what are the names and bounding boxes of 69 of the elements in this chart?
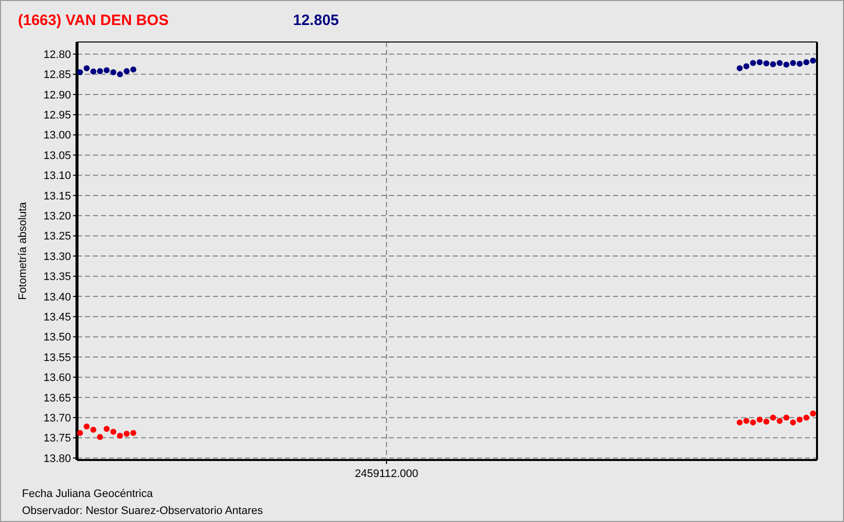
y-tick-label: 13.25 <box>43 230 71 243</box>
y-tick-label: 12.90 <box>43 89 71 102</box>
point <box>736 419 743 426</box>
y-tick-label: 12.80 <box>43 48 71 61</box>
point <box>770 414 776 421</box>
point <box>84 65 90 72</box>
point <box>116 432 123 439</box>
y-tick-label: 13.60 <box>43 372 71 384</box>
point <box>803 59 810 66</box>
point <box>763 60 770 66</box>
point <box>77 430 83 436</box>
point <box>104 426 110 432</box>
chart-subtitle: 12.805 <box>293 12 339 29</box>
point <box>736 65 743 72</box>
y-tick-label: 13.70 <box>43 412 71 424</box>
y-tick-label: 13.05 <box>43 150 71 162</box>
y-tick-label: 13.65 <box>43 392 71 404</box>
point <box>756 416 763 423</box>
y-tick-label: 12.95 <box>43 110 71 122</box>
point <box>810 58 816 64</box>
point <box>783 62 790 68</box>
y-tick-label: 13.15 <box>43 190 71 202</box>
y-tick-label: 13.20 <box>43 210 71 223</box>
chart-title: (1663) VAN DEN BOS <box>18 12 169 29</box>
point <box>790 419 796 426</box>
text: Observador: Nestor Suarez-Observatorio Antares <box>22 505 264 517</box>
point <box>90 426 96 433</box>
y-tick-label: 12.85 <box>43 69 71 82</box>
y-tick-label: 13.45 <box>43 311 71 324</box>
point <box>743 63 750 70</box>
point <box>743 418 750 424</box>
point <box>124 68 130 74</box>
point <box>803 414 810 421</box>
point <box>96 68 103 74</box>
point <box>783 414 790 421</box>
point <box>110 69 116 76</box>
point <box>770 61 776 68</box>
x-tick-label: 2459112.000 <box>354 468 418 480</box>
point <box>810 410 816 417</box>
point <box>104 67 110 74</box>
point <box>790 60 796 66</box>
point <box>750 419 756 426</box>
point <box>796 416 803 423</box>
y-tick-label: 13.50 <box>43 332 71 344</box>
y-tick-label: 13.35 <box>43 271 71 284</box>
point <box>130 66 136 72</box>
y-axis-title: Fotometría absoluta <box>17 201 29 300</box>
point <box>796 60 803 67</box>
point <box>776 60 783 66</box>
point <box>763 418 770 425</box>
x-axis-title: Fecha Juliana Geocéntrica <box>22 488 154 500</box>
y-tick-label: 13.00 <box>43 130 71 142</box>
point <box>110 428 116 435</box>
point <box>77 69 83 76</box>
y-tick-label: 13.30 <box>43 250 71 263</box>
point <box>750 60 756 66</box>
point <box>116 71 123 78</box>
y-tick-label: 13.80 <box>43 452 71 465</box>
y-tick-label: 13.10 <box>43 170 71 182</box>
point <box>124 430 130 437</box>
point <box>776 418 783 424</box>
y-tick-label: 13.55 <box>43 352 71 364</box>
point <box>130 430 136 436</box>
point <box>84 423 90 430</box>
point <box>90 68 96 74</box>
y-tick-label: 13.75 <box>43 432 71 445</box>
point <box>756 59 763 66</box>
y-tick-label: 13.40 <box>43 291 71 304</box>
point <box>96 434 103 440</box>
